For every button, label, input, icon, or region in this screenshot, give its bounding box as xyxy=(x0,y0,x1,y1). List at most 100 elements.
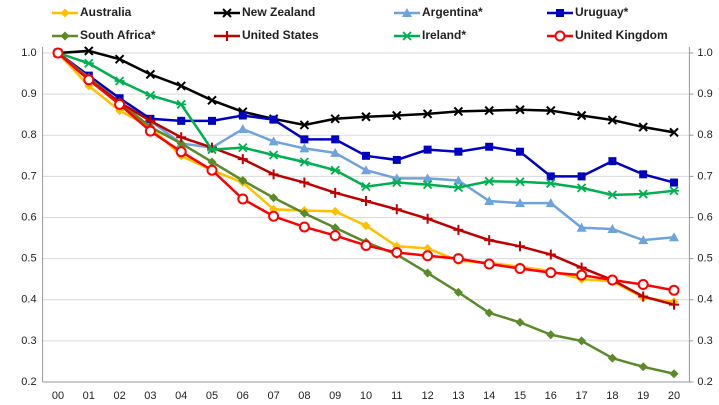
marker xyxy=(299,157,310,167)
marker xyxy=(576,269,588,281)
y-tick-label: 0.9 xyxy=(21,88,36,100)
legend-label: Uruguay* xyxy=(575,5,629,19)
legend-marker xyxy=(222,8,232,18)
marker xyxy=(269,193,279,203)
marker xyxy=(577,336,587,346)
x-tick-label: 03 xyxy=(144,390,156,402)
marker xyxy=(176,99,187,110)
marker xyxy=(177,116,186,125)
y2-tick-label: 1.0 xyxy=(697,47,712,59)
legend-label: United Kingdom xyxy=(575,28,668,42)
marker xyxy=(361,165,371,175)
marker xyxy=(608,157,617,166)
marker xyxy=(144,125,156,137)
marker xyxy=(668,284,680,296)
y2-tick-label: 0.3 xyxy=(697,335,712,347)
marker xyxy=(207,157,217,167)
line xyxy=(57,52,675,375)
marker xyxy=(361,196,371,207)
legend-label: Australia xyxy=(80,5,132,19)
marker xyxy=(576,183,587,193)
marker xyxy=(300,135,309,144)
y2-tick-label: 0.2 xyxy=(697,376,712,388)
x-tick-label: 00 xyxy=(52,390,64,402)
marker xyxy=(391,204,402,215)
marker xyxy=(577,172,586,181)
y-tick-label: 0.7 xyxy=(21,170,36,182)
marker xyxy=(452,253,464,265)
marker xyxy=(207,95,217,106)
marker xyxy=(423,145,432,154)
x-tick-label: 01 xyxy=(83,390,95,402)
marker xyxy=(237,124,248,134)
x-tick-label: 14 xyxy=(483,390,495,402)
legend-marker xyxy=(60,31,70,41)
marker xyxy=(484,235,495,246)
legend-marker xyxy=(554,30,566,42)
x-tick-label: 08 xyxy=(298,390,310,402)
y-tick-label: 0.5 xyxy=(21,253,36,265)
marker xyxy=(423,243,433,253)
marker xyxy=(83,58,94,68)
x-tick-label: 16 xyxy=(545,390,557,402)
marker xyxy=(483,258,495,270)
line xyxy=(57,52,675,242)
marker xyxy=(638,235,649,245)
legend-marker xyxy=(556,9,564,17)
marker xyxy=(607,353,617,363)
marker xyxy=(145,115,156,126)
marker xyxy=(391,177,402,188)
x-tick-label: 06 xyxy=(237,390,249,402)
marker xyxy=(484,176,495,186)
marker xyxy=(114,98,126,110)
marker xyxy=(84,46,94,56)
legend-marker xyxy=(222,31,232,41)
marker xyxy=(391,246,403,258)
x-tick-label: 11 xyxy=(391,390,402,402)
marker xyxy=(299,120,310,130)
legend-marker xyxy=(402,8,412,17)
marker xyxy=(298,221,310,233)
marker xyxy=(329,230,341,242)
marker xyxy=(361,182,371,192)
marker xyxy=(638,189,649,199)
marker xyxy=(485,142,494,151)
y2-tick-label: 0.9 xyxy=(697,88,712,100)
y-tick-label: 0.6 xyxy=(21,211,36,223)
marker xyxy=(670,178,678,187)
marker xyxy=(362,151,370,160)
marker xyxy=(392,110,402,121)
marker xyxy=(515,177,525,187)
marker xyxy=(268,169,279,180)
legend-label: New Zealand xyxy=(242,5,315,19)
marker xyxy=(669,299,679,310)
y2-tick-label: 0.7 xyxy=(697,170,712,182)
y-tick-label: 1.0 xyxy=(21,47,36,59)
x-tick-label: 04 xyxy=(175,390,187,402)
marker xyxy=(361,221,371,231)
x-tick-label: 09 xyxy=(329,390,341,402)
marker xyxy=(638,362,648,372)
marker xyxy=(545,178,556,189)
legend-label: Ireland* xyxy=(422,28,466,42)
marker xyxy=(176,132,187,143)
legend-label: Argentina* xyxy=(422,5,483,19)
marker xyxy=(175,146,187,158)
marker xyxy=(422,109,433,119)
marker xyxy=(268,136,279,146)
marker xyxy=(176,138,186,148)
x-tick-label: 07 xyxy=(267,390,279,402)
marker xyxy=(330,187,341,198)
marker xyxy=(299,177,310,188)
marker xyxy=(238,175,248,185)
y-tick-label: 0.2 xyxy=(21,376,36,388)
x-tick-label: 02 xyxy=(113,390,125,402)
marker xyxy=(238,111,247,120)
marker xyxy=(453,106,464,117)
marker xyxy=(145,90,156,100)
y2-tick-label: 0.4 xyxy=(697,294,712,306)
marker xyxy=(546,330,556,340)
marker xyxy=(545,249,556,260)
